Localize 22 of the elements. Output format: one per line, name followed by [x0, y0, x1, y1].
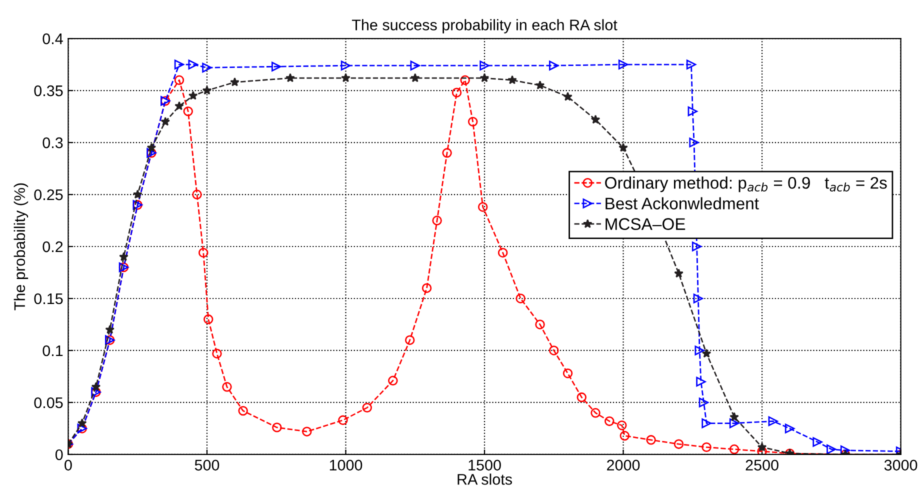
- y-tick-label: 0.2: [42, 241, 63, 252]
- chart-title: The success probability in each RA slot: [352, 19, 618, 34]
- y-tick-label: 0.15: [34, 293, 63, 304]
- y-tick-label: 0.1: [42, 345, 63, 356]
- y-tick-label: 0: [55, 449, 63, 460]
- y-axis-title: The probability (%): [14, 183, 28, 310]
- y-tick-label: 0.4: [42, 33, 63, 44]
- y-tick-label: 0.35: [34, 85, 63, 96]
- x-axis-title: RA slots: [458, 474, 512, 485]
- y-tick-label: 0.3: [42, 137, 63, 148]
- x-tick-label: 2000: [607, 460, 640, 471]
- legend-label: MCSA–OE: [606, 218, 686, 230]
- x-tick-label: 2500: [746, 460, 778, 471]
- x-tick-label: 0: [64, 460, 72, 471]
- y-tick-label: 0.05: [34, 397, 63, 408]
- x-tick-label: 500: [194, 460, 220, 471]
- x-tick-label: 1500: [468, 460, 501, 471]
- legend-label: Ordinary method: p$_{acb}$ = 0.9 t$_{acb}$ = 2s: [605, 176, 887, 192]
- y-tick-label: 0.25: [34, 189, 63, 200]
- x-tick-label: 3000: [884, 460, 918, 471]
- legend-label: Best Ackonwledment: [606, 197, 759, 210]
- x-tick-label: 1000: [330, 460, 362, 471]
